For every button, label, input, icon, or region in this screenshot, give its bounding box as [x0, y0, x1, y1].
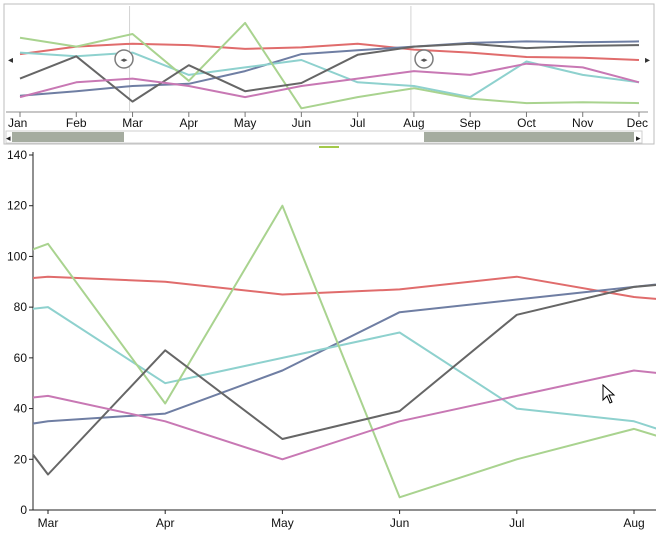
navigator-x-tick-label: Mar — [122, 116, 143, 130]
y-axis-tick-label: 40 — [14, 402, 28, 416]
range-right-handle-glyph: ◂▸ — [420, 57, 428, 64]
y-axis-tick-label: 100 — [7, 249, 27, 263]
series-line-3[interactable] — [0, 306, 666, 459]
navigator-x-ticks: Jan Feb Mar Apr May Jun Jul Aug Sep Oct Nov Dec — [8, 112, 648, 130]
navigator-series-line-2 — [19, 40, 640, 97]
navigator-x-tick-label: Nov — [572, 116, 593, 130]
series-line-4[interactable] — [0, 204, 666, 499]
x-axis: Mar Apr May Jun Jul Aug — [33, 509, 656, 530]
navigator-x-tick-label: Feb — [66, 116, 87, 130]
y-axis-tick-label: 60 — [14, 351, 28, 365]
range-left-handle-circle[interactable] — [114, 49, 134, 69]
main-series-group — [0, 204, 666, 499]
navigator-x-tick-label: Dec — [627, 116, 648, 130]
navigator-series-line-5 — [19, 42, 640, 103]
scrollbar-thumb-left[interactable] — [12, 132, 124, 142]
navigator-right-arrow[interactable]: ▸ — [645, 55, 650, 66]
navigator-x-tick-label: May — [234, 116, 257, 130]
mouse-cursor-icon — [602, 383, 616, 404]
range-left-handle[interactable]: ◂▸ — [114, 49, 134, 69]
navigator-x-tick-label: Aug — [403, 116, 424, 130]
navigator-x-tick-label: Apr — [179, 116, 198, 130]
navigator-indicator — [319, 146, 339, 148]
navigator-series-line-4 — [19, 21, 640, 110]
x-axis-tick-label: Jun — [390, 516, 409, 530]
series-line-5[interactable] — [0, 277, 666, 476]
scrollbar-left-arrow[interactable]: ◂ — [6, 133, 11, 143]
navigator-x-tick-label: Jan — [8, 116, 27, 130]
series-line-1[interactable] — [0, 275, 666, 333]
navigator-x-tick-label: Oct — [517, 116, 536, 130]
range-left-handle-glyph: ◂▸ — [120, 57, 128, 64]
range-right-handle-circle[interactable] — [414, 49, 434, 69]
x-axis-tick-label: Aug — [623, 516, 644, 530]
y-axis-tick-label: 20 — [14, 452, 28, 466]
series-line-2[interactable] — [0, 269, 666, 454]
navigator-series-line-1 — [19, 42, 640, 61]
y-axis-tick-label: 120 — [7, 199, 27, 213]
scrollbar-right-arrow[interactable]: ▸ — [636, 133, 641, 143]
x-axis-tick-label: Jul — [509, 516, 524, 530]
x-axis-tick-label: Mar — [38, 516, 59, 530]
y-axis-tick-label: 0 — [20, 503, 27, 517]
y-axis: 0 20 40 60 80 100 120 140 — [7, 148, 34, 517]
navigator-x-tick-label: Jun — [292, 116, 311, 130]
navigator-left-arrow[interactable]: ◂ — [8, 55, 13, 66]
navigator-frame — [3, 3, 655, 145]
navigator-x-tick-label: Jul — [350, 116, 365, 130]
navigator-scrollbar[interactable]: ◂ ▸ — [5, 130, 643, 144]
navigator-series-line-6 — [19, 62, 640, 99]
navigator-panel[interactable]: Jan Feb Mar Apr May Jun Jul Aug Sep Oct Nov Dec ◂ ▸… — [3, 3, 655, 145]
scrollbar-thumb-right[interactable] — [424, 132, 634, 142]
navigator-x-tick-label: Sep — [460, 116, 482, 130]
y-axis-tick-label: 80 — [14, 300, 28, 314]
y-axis-tick-label: 140 — [7, 148, 27, 162]
x-axis-tick-label: Apr — [156, 516, 175, 530]
range-right-handle[interactable]: ◂▸ — [414, 49, 434, 69]
series-line-6[interactable] — [0, 345, 666, 461]
main-plot: 0 20 40 60 80 100 120 140 Mar Apr May Jun Jul Aug — [0, 148, 666, 530]
x-axis-tick-label: May — [271, 516, 294, 530]
